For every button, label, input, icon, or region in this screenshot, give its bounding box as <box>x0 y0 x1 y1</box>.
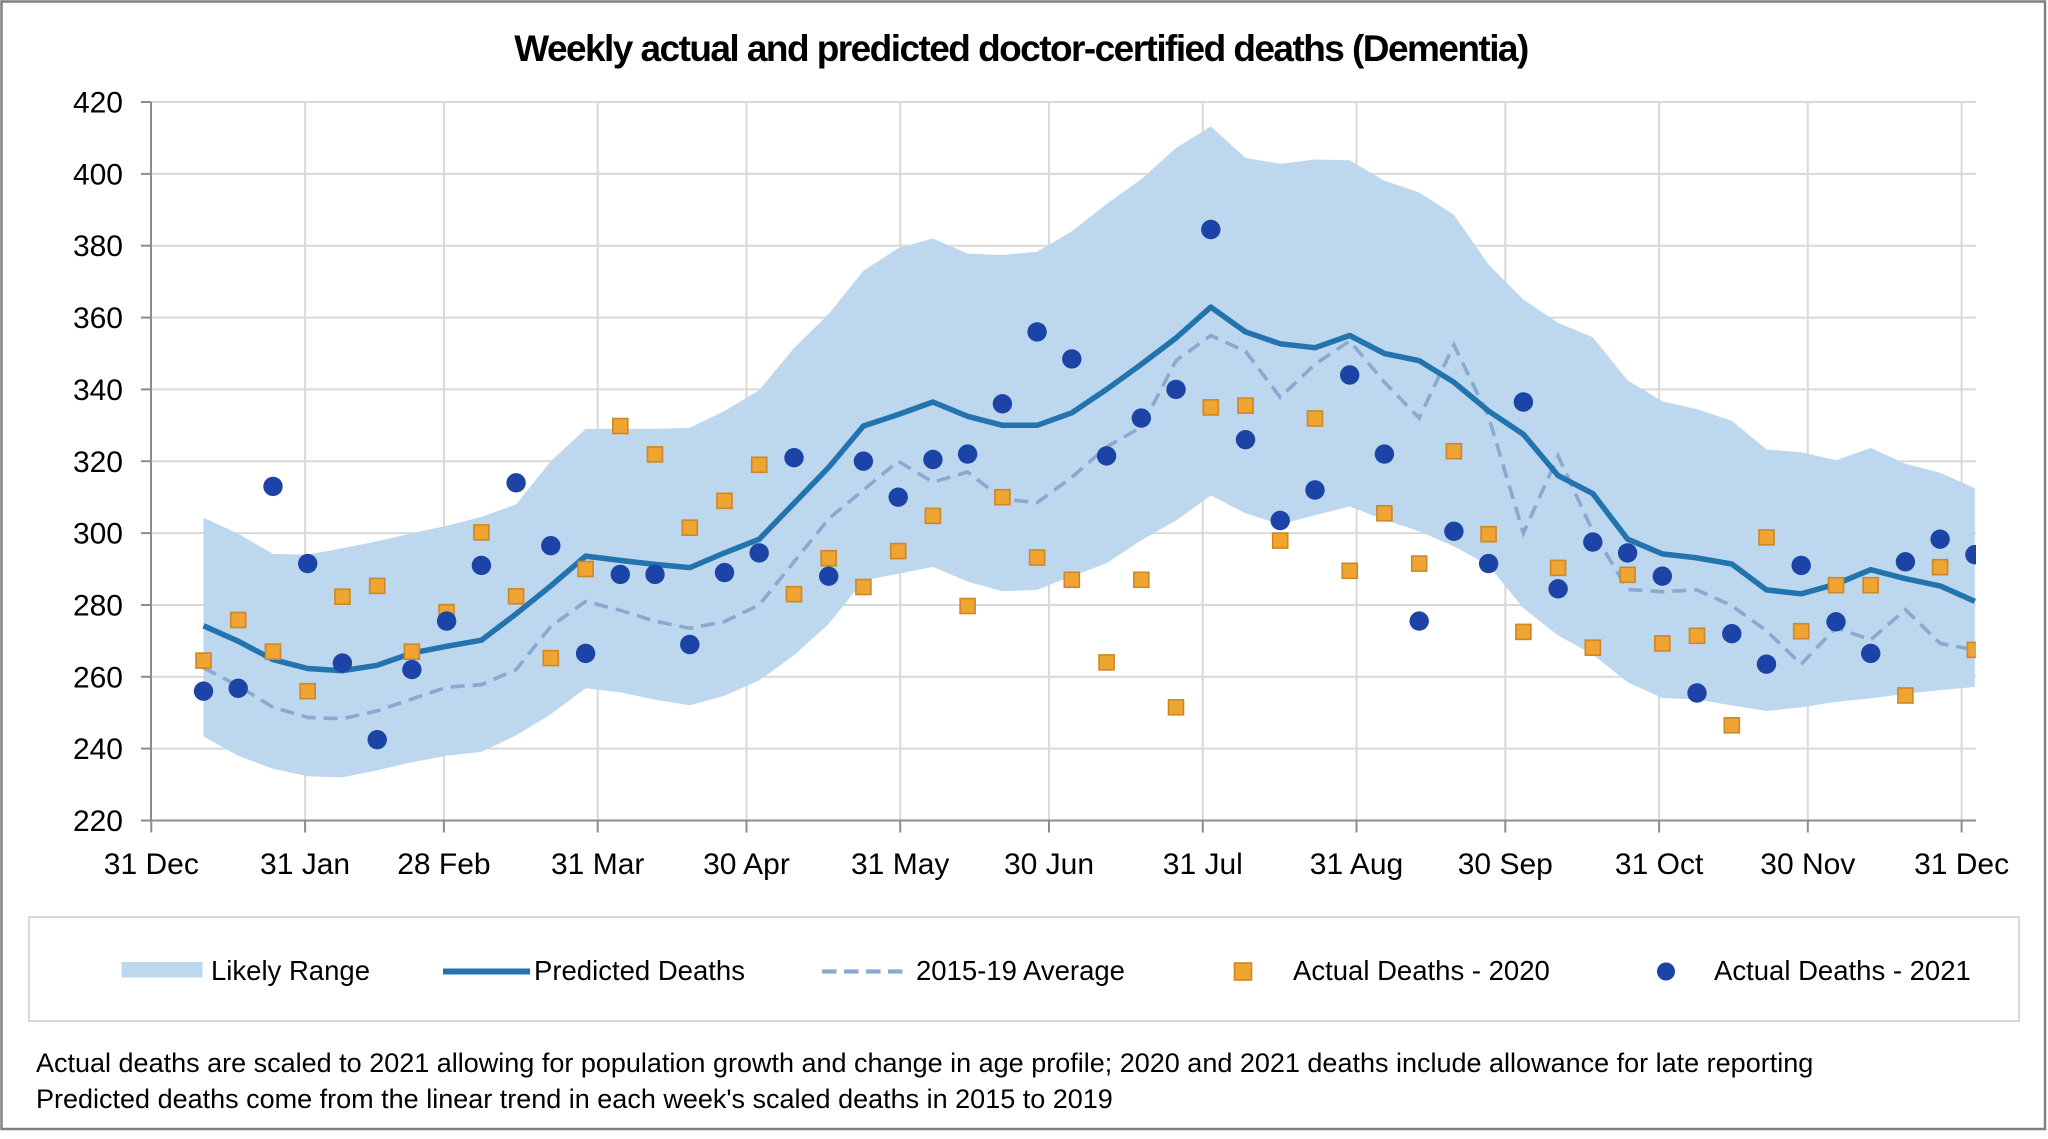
svg-text:420: 420 <box>73 87 123 120</box>
svg-text:30 Apr: 30 Apr <box>703 848 790 881</box>
svg-text:340: 340 <box>73 374 123 407</box>
svg-text:31 Mar: 31 Mar <box>551 848 644 881</box>
svg-text:30 Nov: 30 Nov <box>1760 848 1855 881</box>
svg-text:31 Jan: 31 Jan <box>260 848 350 881</box>
svg-text:320: 320 <box>73 446 123 479</box>
svg-text:31 Aug: 31 Aug <box>1310 848 1403 881</box>
svg-text:Likely Range: Likely Range <box>211 955 370 986</box>
svg-text:360: 360 <box>73 302 123 335</box>
svg-text:2015-19 Average: 2015-19 Average <box>916 955 1125 986</box>
svg-text:30 Sep: 30 Sep <box>1458 848 1553 881</box>
svg-text:30 Jun: 30 Jun <box>1004 848 1094 881</box>
svg-text:260: 260 <box>73 661 123 694</box>
svg-text:Weekly actual and predicted do: Weekly actual and predicted doctor-certi… <box>514 28 1528 69</box>
svg-text:Actual Deaths - 2020: Actual Deaths - 2020 <box>1293 955 1550 986</box>
svg-text:Predicted deaths come from the: Predicted deaths come from the linear tr… <box>36 1084 1113 1114</box>
svg-text:Predicted Deaths: Predicted Deaths <box>534 955 745 986</box>
svg-text:Actual Deaths - 2021: Actual Deaths - 2021 <box>1714 955 1971 986</box>
svg-text:280: 280 <box>73 590 123 623</box>
svg-text:Actual deaths are scaled to 20: Actual deaths are scaled to 2021 allowin… <box>36 1048 1813 1078</box>
svg-text:31 Dec: 31 Dec <box>104 848 199 881</box>
svg-text:31 Dec: 31 Dec <box>1914 848 2009 881</box>
svg-text:400: 400 <box>73 158 123 191</box>
svg-text:240: 240 <box>73 733 123 766</box>
svg-text:31 May: 31 May <box>851 848 949 881</box>
svg-text:31 Jul: 31 Jul <box>1163 848 1243 881</box>
svg-text:300: 300 <box>73 518 123 551</box>
svg-text:28 Feb: 28 Feb <box>397 848 490 881</box>
svg-text:31 Oct: 31 Oct <box>1615 848 1704 881</box>
svg-text:380: 380 <box>73 230 123 263</box>
svg-text:220: 220 <box>73 805 123 838</box>
